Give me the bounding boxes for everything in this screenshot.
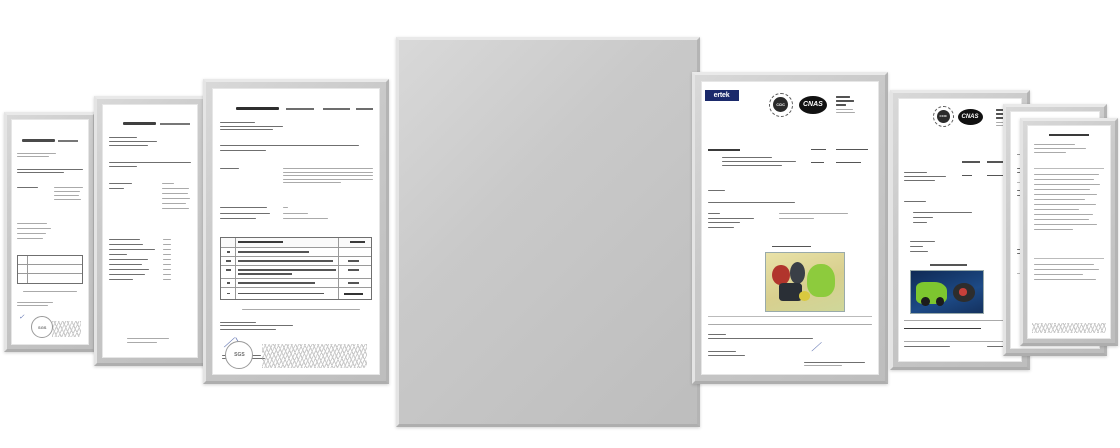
document-frame-bsci[interactable]: BSCI business social compliance initiati… (396, 37, 700, 427)
product-photo (910, 269, 985, 314)
result-table (17, 254, 83, 284)
document-page-6: CCIC CNAS (898, 98, 1022, 362)
cnas-logo-icon: CNAS (957, 108, 983, 125)
test-requested-table (220, 237, 372, 301)
security-pattern (262, 343, 367, 368)
document-page-3: ⟋⟍ SGS (212, 88, 380, 375)
ccic-seal-icon: CCIC (768, 92, 793, 117)
security-pattern (51, 321, 82, 338)
document-frame-2[interactable] (94, 96, 206, 366)
sgs-seal-icon: SGS (225, 341, 254, 370)
frame-mat (396, 37, 700, 427)
frame-mat (692, 72, 888, 384)
frame-mat (1020, 118, 1118, 346)
doc3-title (235, 106, 280, 110)
document-page-5: ertek CCIC CNAS (701, 81, 879, 375)
signature: ⟋ (811, 339, 820, 354)
product-photo (765, 251, 846, 313)
signature: ✓ (18, 314, 25, 322)
document-frame-5[interactable]: ertek CCIC CNAS (692, 72, 888, 384)
frame-mat (203, 79, 389, 384)
document-frame-8[interactable] (1020, 118, 1118, 346)
document-page-8 (1027, 125, 1111, 339)
cma-mark-icon (836, 95, 868, 113)
document-frame-1[interactable]: ✓ SGS (4, 112, 96, 352)
sgs-seal-icon: SGS (31, 316, 54, 339)
intertek-logo: ertek (704, 89, 739, 101)
document-page-1: ✓ SGS (11, 119, 89, 345)
security-pattern (1032, 322, 1106, 333)
document-page-2 (102, 104, 198, 358)
ccic-seal-icon: CCIC (932, 105, 954, 127)
cnas-logo-icon: CNAS (798, 95, 827, 114)
cma-mark-icon (995, 108, 1018, 126)
document-frame-3[interactable]: ⟋⟍ SGS (203, 79, 389, 384)
